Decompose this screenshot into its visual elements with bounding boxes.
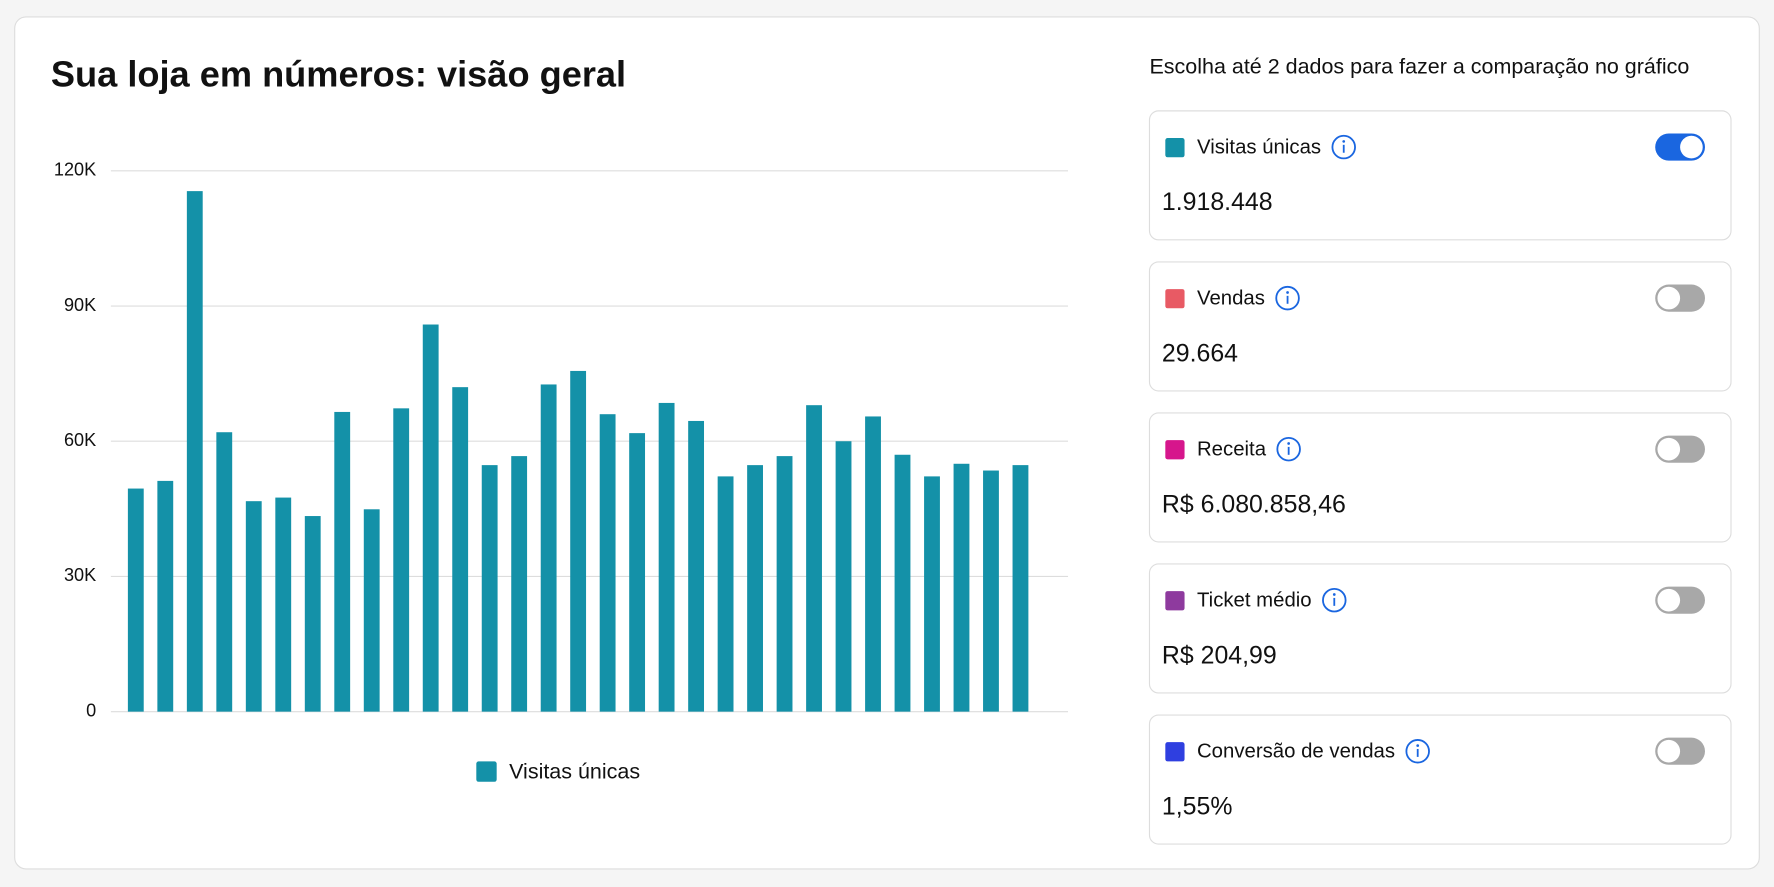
info-icon-dot	[1342, 140, 1346, 143]
bar	[511, 456, 528, 712]
info-icon[interactable]	[1275, 285, 1300, 311]
metric-card[interactable]	[1148, 412, 1732, 543]
metric-swatch	[1165, 289, 1185, 309]
metric-swatch	[1165, 591, 1185, 611]
metric-swatch	[1165, 742, 1185, 762]
bar	[629, 433, 646, 712]
toggle-knob	[1657, 286, 1681, 310]
bar	[127, 488, 144, 712]
metric-value: R$ 204,99	[1162, 641, 1277, 669]
bar	[894, 454, 911, 712]
legend-label: Visitas únicas	[509, 759, 640, 783]
bar	[599, 414, 616, 712]
metric-name: Receita	[1197, 439, 1267, 461]
chart-title: Sua loja em números: visão geral	[51, 53, 626, 94]
bar	[835, 441, 852, 712]
bar	[658, 402, 675, 712]
toggle-knob	[1680, 135, 1703, 159]
y-tick-label: 90K	[64, 295, 96, 315]
bar	[245, 501, 262, 712]
toggle-knob	[1657, 739, 1681, 763]
panel-heading: Escolha até 2 dados para fazer a compara…	[1149, 55, 1689, 79]
bar	[688, 420, 705, 712]
metric-card[interactable]	[1148, 714, 1732, 845]
info-icon-dot	[1287, 442, 1291, 445]
info-icon-dot	[1286, 291, 1289, 294]
metric-value: 1,55%	[1162, 792, 1233, 820]
bar	[304, 516, 321, 712]
bar	[186, 191, 203, 712]
bar	[422, 324, 439, 712]
metric-value: R$ 6.080.858,46	[1162, 490, 1346, 518]
bar	[275, 497, 292, 712]
bar	[953, 463, 970, 712]
bar	[393, 408, 410, 712]
bar	[452, 387, 469, 712]
metric-card[interactable]	[1148, 261, 1732, 392]
toggle-knob	[1657, 437, 1681, 461]
y-tick-label: 120K	[54, 160, 96, 180]
bar	[570, 370, 587, 712]
metric-name: Ticket médio	[1197, 590, 1312, 612]
bar	[1012, 465, 1029, 712]
metric-card[interactable]	[1148, 563, 1732, 694]
metric-swatch	[1165, 440, 1185, 460]
metric-value: 1.918.448	[1162, 188, 1273, 216]
info-icon[interactable]	[1276, 436, 1301, 462]
toggle-knob	[1657, 588, 1681, 612]
y-tick-label: 0	[86, 700, 96, 720]
info-icon[interactable]	[1405, 739, 1430, 764]
metric-name: Conversão de vendas	[1197, 741, 1395, 763]
bar	[747, 465, 763, 712]
metric-swatch	[1165, 138, 1185, 158]
bar	[540, 384, 557, 712]
bar	[334, 411, 351, 712]
bar	[481, 465, 498, 712]
bar	[924, 476, 940, 712]
bar	[157, 480, 174, 712]
bar	[865, 416, 881, 712]
metric-value: 29.664	[1162, 339, 1238, 367]
info-icon-dot	[1416, 744, 1420, 747]
info-icon[interactable]	[1331, 134, 1356, 160]
bar	[717, 476, 734, 712]
metric-name: Visitas únicas	[1197, 137, 1321, 159]
y-tick-label: 30K	[64, 565, 96, 585]
info-icon-dot	[1332, 593, 1336, 596]
bar	[983, 470, 999, 712]
bar	[806, 405, 822, 712]
y-tick-label: 60K	[64, 430, 96, 450]
bar	[363, 509, 380, 712]
info-icon[interactable]	[1322, 587, 1347, 613]
metric-name: Vendas	[1197, 288, 1265, 310]
metric-card[interactable]	[1148, 110, 1732, 241]
bar	[216, 432, 233, 712]
bar	[776, 456, 793, 712]
legend-swatch	[476, 761, 497, 782]
